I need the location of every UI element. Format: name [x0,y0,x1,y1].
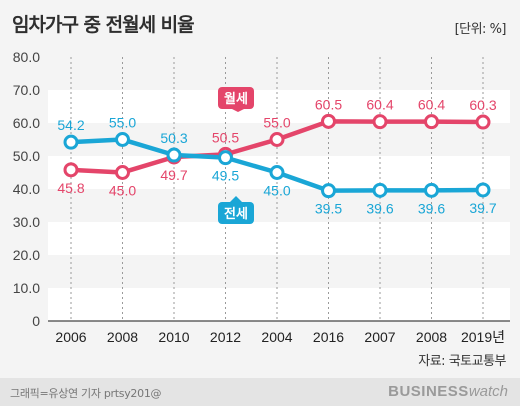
x-tick-label: 2019년 [461,329,505,345]
series-tag-pointer-wolse [232,109,244,112]
data-point-jeonse [372,182,388,198]
data-label-wolse: 50.5 [212,129,239,145]
y-tick-label: 80.0 [13,49,40,65]
series-name-wolse: 월세 [224,91,248,107]
source-note: 자료: 국토교통부 [418,354,506,369]
data-point-jeonse [63,134,79,150]
x-tick-label: 2010 [158,329,189,345]
brand-name-bold: BUSINESS [388,383,469,400]
data-label-jeonse: 39.6 [366,200,393,216]
y-tick-label: 10.0 [13,280,40,296]
data-point-wolse [372,114,388,130]
data-label-jeonse: 39.7 [469,200,496,216]
y-tick-label: 40.0 [13,181,40,197]
data-point-jeonse [269,165,285,180]
data-point-wolse [115,165,130,180]
data-label-wolse: 49.7 [160,167,187,183]
data-label-wolse: 55.0 [263,115,290,131]
data-label-wolse: 60.3 [469,97,496,113]
y-tick-label: 30.0 [13,214,40,230]
series-tag-jeonse [218,202,254,224]
brand-name-light: watch [468,383,508,400]
data-label-jeonse: 39.5 [315,201,342,217]
data-label-wolse: 45.8 [57,180,84,196]
y-tick-label: 0 [32,313,40,329]
data-label-jeonse: 50.3 [160,130,187,146]
data-point-jeonse [475,182,491,198]
data-point-jeonse [424,182,439,198]
series-tag-wolse [218,87,254,109]
footer-bar: 그래픽=유상연 기자 prtsy201@ BUSINESSwatch [0,378,520,406]
y-tick-label: 60.0 [13,115,40,131]
data-label-jeonse: 55.0 [109,115,136,131]
graphic-credit: 그래픽=유상연 기자 prtsy201@ [10,387,162,400]
data-label-wolse: 60.5 [315,96,342,112]
y-tick-label: 20.0 [13,247,40,263]
data-point-wolse [63,162,79,178]
x-tick-label: 2006 [55,329,86,345]
x-tick-label: 2004 [261,329,292,345]
data-point-jeonse [115,132,130,147]
data-point-wolse [269,132,285,147]
grid-band [48,288,510,321]
data-label-jeonse: 39.6 [418,200,445,216]
unit-label: [단위: %] [454,22,507,37]
data-point-wolse [321,113,336,129]
data-point-jeonse [321,183,336,199]
x-tick-label: 2016 [313,329,344,345]
data-label-wolse: 45.0 [109,183,136,199]
data-point-wolse [475,114,491,130]
y-tick-label: 50.0 [13,148,40,164]
x-tick-label: 2007 [364,329,395,345]
data-point-jeonse [166,147,182,163]
data-label-jeonse: 54.2 [57,117,84,133]
chart-title: 임차가구 중 전월세 비율 [12,14,195,36]
grid-band [48,222,510,255]
x-tick-label: 2012 [210,329,241,345]
series-tag-pointer-jeonse [230,196,242,202]
brand-logo: BUSINESSwatch [388,383,508,400]
data-label-jeonse: 49.5 [212,168,239,184]
x-tick-label: 2008 [416,329,447,345]
series-name-jeonse: 전세 [224,206,248,222]
data-label-wolse: 60.4 [418,97,445,113]
x-tick-label: 2008 [107,329,138,345]
data-point-wolse [424,114,439,130]
y-tick-label: 70.0 [13,82,40,98]
data-label-wolse: 60.4 [366,97,393,113]
data-label-jeonse: 45.0 [263,183,290,199]
data-point-jeonse [218,150,233,166]
line-chart: 0 10.0 20.0 30.0 40.0 50.0 60.0 70.0 80.0 2006 200… [13,49,510,345]
